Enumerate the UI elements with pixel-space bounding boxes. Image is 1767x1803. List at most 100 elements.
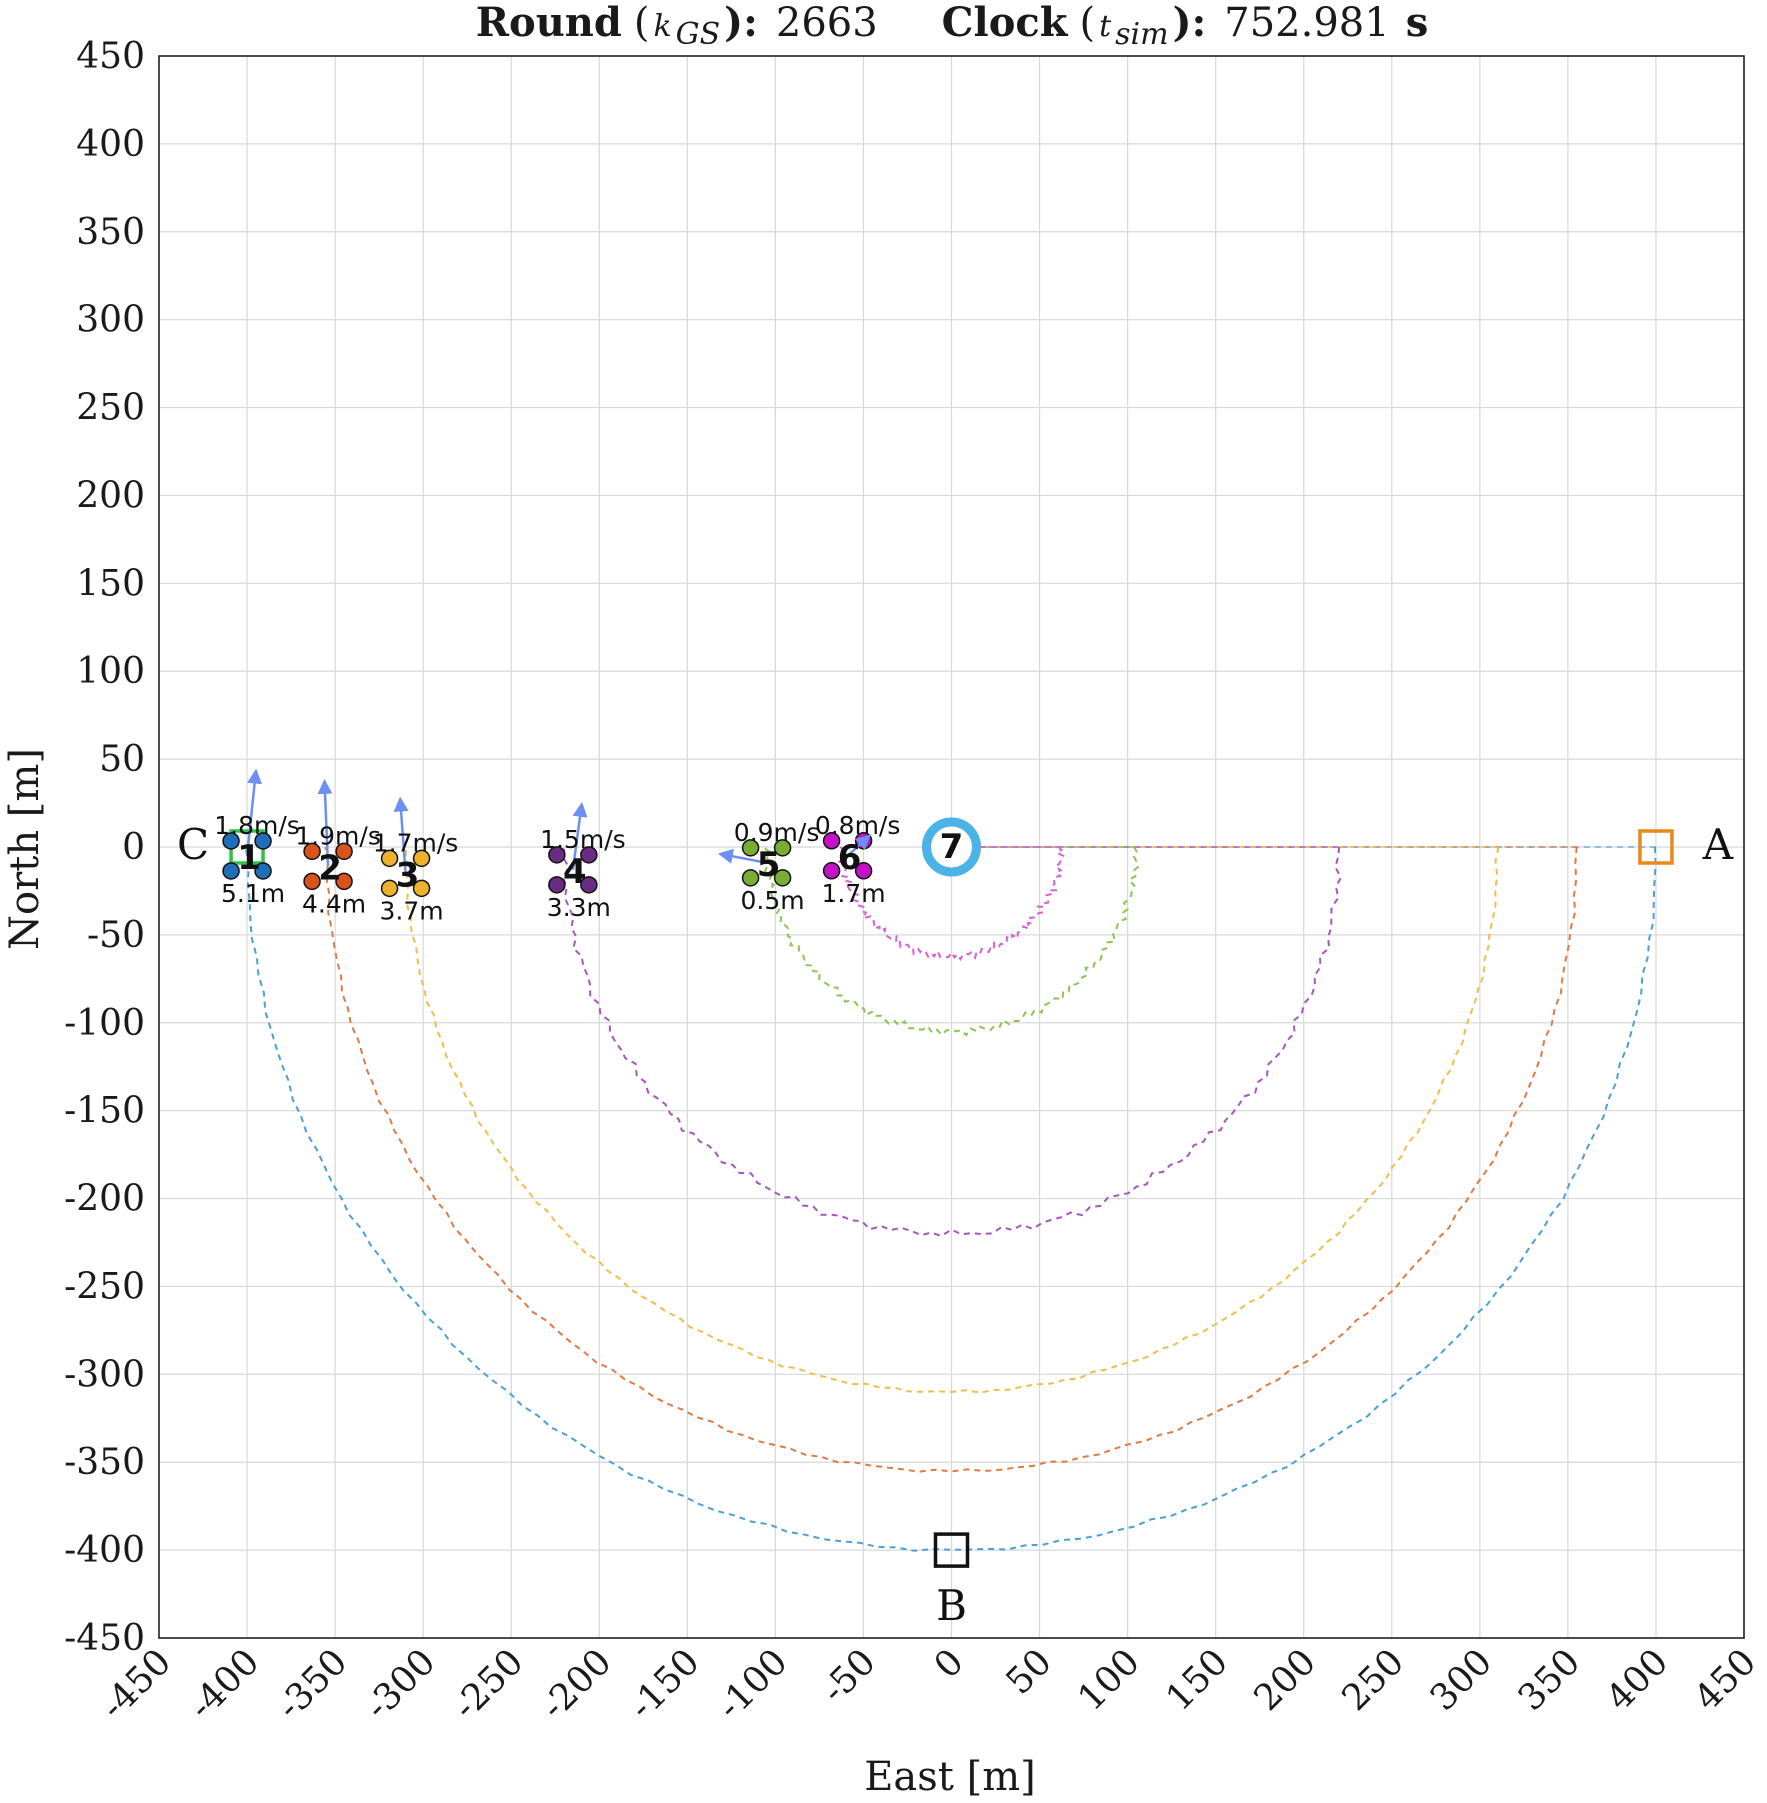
agent-rotor xyxy=(548,876,566,894)
y-tick-label: -50 xyxy=(87,915,145,956)
trajectories xyxy=(244,846,1657,1552)
x-tick-label: -100 xyxy=(710,1641,796,1727)
round-paren-close: ): xyxy=(724,0,758,46)
velocity-arrow xyxy=(571,801,588,871)
agent-rotor xyxy=(773,869,792,887)
agent-error-label: 3.7m xyxy=(379,896,443,925)
y-tick-label: 450 xyxy=(76,36,145,77)
agent-id-label: 7 xyxy=(940,827,964,867)
velocity-arrow xyxy=(717,848,767,865)
y-tick-label: 400 xyxy=(76,124,145,165)
y-tick-label: -450 xyxy=(64,1618,145,1659)
trajectory-path-3 xyxy=(404,846,1500,1394)
x-tick-label: 300 xyxy=(1423,1641,1501,1719)
clock-symbol-sub: sim xyxy=(1115,17,1168,52)
clock-label: Clock xyxy=(942,0,1069,46)
agent-rotor xyxy=(335,842,353,861)
x-tick-label: -400 xyxy=(181,1641,267,1727)
clock-symbol: t xyxy=(1099,9,1112,44)
agent-speed-label: 1.7m/s xyxy=(373,828,459,857)
agent-rotor xyxy=(773,839,792,857)
y-tick-label: 0 xyxy=(122,827,145,868)
y-tick-label: -100 xyxy=(64,1003,145,1044)
y-tick-label: 50 xyxy=(99,739,145,780)
agent-rotor xyxy=(741,869,760,887)
velocity-arrow xyxy=(317,778,333,867)
agent-2: 1.9m/s 4.4m2 xyxy=(295,778,381,918)
clock-paren-close: ): xyxy=(1173,0,1207,46)
y-tick-label: -400 xyxy=(64,1530,145,1571)
x-tick-label: -200 xyxy=(533,1641,619,1727)
y-tick-label: 250 xyxy=(76,388,145,429)
agent-id-label: 4 xyxy=(563,852,587,892)
clock-paren-open: ( xyxy=(1079,0,1095,46)
agent-rotor xyxy=(412,879,431,898)
plot-area xyxy=(158,55,1745,1639)
x-tick-label: 450 xyxy=(1687,1641,1765,1719)
trajectory-path-4 xyxy=(561,846,1342,1237)
agent-rotor xyxy=(822,862,841,880)
x-tick-label: -50 xyxy=(814,1641,884,1711)
agent-rotor xyxy=(854,862,873,880)
clock-unit: s xyxy=(1406,0,1429,46)
agent-rotor xyxy=(741,839,760,857)
clock-value: 752.981 xyxy=(1224,0,1389,46)
y-tick-label: 200 xyxy=(76,475,145,516)
y-tick-label: -250 xyxy=(64,1266,145,1307)
agent-rotor xyxy=(580,876,598,894)
agent-7: 7 xyxy=(922,817,981,877)
agent-error-label: 4.4m xyxy=(302,889,366,918)
agent-id-label: 1 xyxy=(237,838,261,878)
y-axis-label: North [m] xyxy=(2,748,48,950)
agent-3: 1.7m/s 3.7m3 xyxy=(373,796,459,925)
agent-id-label: 5 xyxy=(757,845,781,885)
agent-rotor xyxy=(254,862,272,880)
y-tick-label: 300 xyxy=(76,300,145,341)
agent-4: 1.5m/s 3.3m4 xyxy=(540,801,626,922)
agent-rotor xyxy=(822,832,841,850)
y-tick-label: 350 xyxy=(76,212,145,253)
agent-error-label: 0.5m xyxy=(741,886,805,915)
agent-id-label: 2 xyxy=(318,848,342,888)
agent-speed-label: 0.9m/s xyxy=(734,818,820,847)
agent-speed-label: 1.5m/s xyxy=(540,825,626,854)
agent-1: 1.8m/s 5.1m1 xyxy=(214,768,300,908)
y-tick-label: -350 xyxy=(64,1442,145,1483)
agent-rotor xyxy=(335,872,353,891)
agent-error-label: 1.7m xyxy=(822,879,886,908)
x-tick-label: -150 xyxy=(622,1641,708,1727)
y-tick-label: -200 xyxy=(64,1179,145,1220)
y-tick-label: -300 xyxy=(64,1354,145,1395)
x-axis-label: East [m] xyxy=(864,1754,1036,1800)
x-tick-label: 250 xyxy=(1335,1641,1413,1719)
waypoint-B-marker xyxy=(933,1532,970,1568)
x-tick-label: 400 xyxy=(1599,1641,1677,1719)
trajectory-path-2 xyxy=(324,846,1578,1473)
round-symbol: k xyxy=(653,9,671,44)
trajectory-path-1 xyxy=(244,846,1657,1552)
round-value: 2663 xyxy=(776,0,878,46)
waypoints: A B C xyxy=(177,820,1734,1630)
agent-speed-label: 1.9m/s xyxy=(295,821,381,850)
agent-rotor xyxy=(548,846,566,864)
x-tick-label: 50 xyxy=(999,1641,1060,1702)
agent-rotor xyxy=(412,849,431,868)
waypoint-A-label: A xyxy=(1702,820,1734,869)
agent-rotor xyxy=(254,832,272,850)
agent-7-ring xyxy=(922,817,981,877)
agent-rotor xyxy=(303,842,321,861)
agent-rotor xyxy=(303,872,321,891)
agent-rotor xyxy=(380,849,399,868)
waypoint-C-label: C xyxy=(177,820,209,869)
x-tick-label: -300 xyxy=(357,1641,443,1727)
agent-id-label: 6 xyxy=(838,838,862,878)
agent-5: 0.9m/s 0.5m5 xyxy=(717,818,820,915)
x-tick-label: 100 xyxy=(1070,1641,1148,1719)
agent-6: 0.8m/s 1.7m6 xyxy=(815,811,901,908)
agent-rotor xyxy=(222,832,240,850)
x-tick-label: 350 xyxy=(1511,1641,1589,1719)
x-tick-label: -250 xyxy=(445,1641,531,1727)
agent-rotor xyxy=(580,846,598,864)
velocity-arrow xyxy=(245,768,263,857)
